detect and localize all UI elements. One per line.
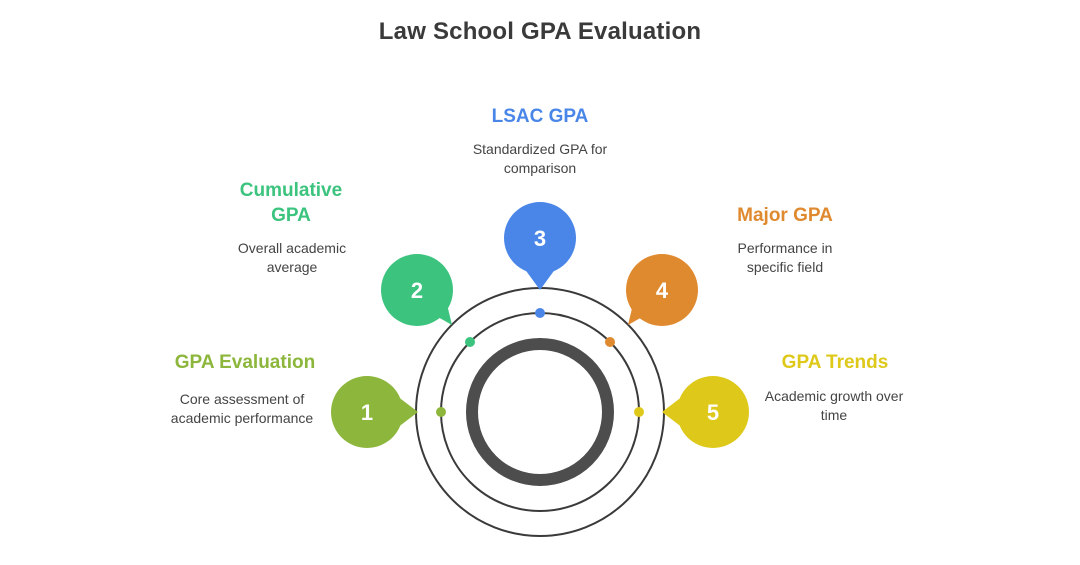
- step1-bubble: 1: [331, 376, 418, 448]
- step4-number: 4: [656, 278, 669, 303]
- step5-description: Academic growth over time: [764, 388, 904, 423]
- page-title: Law School GPA Evaluation: [378, 18, 702, 45]
- step2-label: Cumulative GPA: [239, 180, 343, 226]
- step1-number: 1: [361, 400, 373, 425]
- step2-bubble: 2: [381, 254, 453, 326]
- step3-label: LSAC GPA: [491, 106, 589, 127]
- step1-dot: [436, 407, 446, 417]
- step4-bubble: 4: [626, 254, 698, 326]
- step4-label: Major GPA: [737, 205, 833, 226]
- step5-label: GPA Trends: [781, 352, 889, 373]
- step3-number: 3: [534, 226, 546, 251]
- center-ring: [466, 338, 614, 486]
- step2-dot: [465, 337, 475, 347]
- step1-description: Core assessment of academic performance: [170, 391, 314, 426]
- step3-dot: [535, 308, 545, 318]
- step4-description: Performance in specific field: [737, 240, 833, 275]
- step2-description: Overall academic average: [237, 240, 347, 275]
- step5-bubble: 5: [662, 376, 749, 448]
- step4-dot: [605, 337, 615, 347]
- step3-bubble: 3: [504, 202, 576, 290]
- outer-ring: [415, 287, 665, 537]
- step1-label: GPA Evaluation: [174, 352, 316, 373]
- step3-description: Standardized GPA for comparison: [472, 141, 608, 176]
- step2-number: 2: [411, 278, 423, 303]
- step5-number: 5: [707, 400, 719, 425]
- step5-dot: [634, 407, 644, 417]
